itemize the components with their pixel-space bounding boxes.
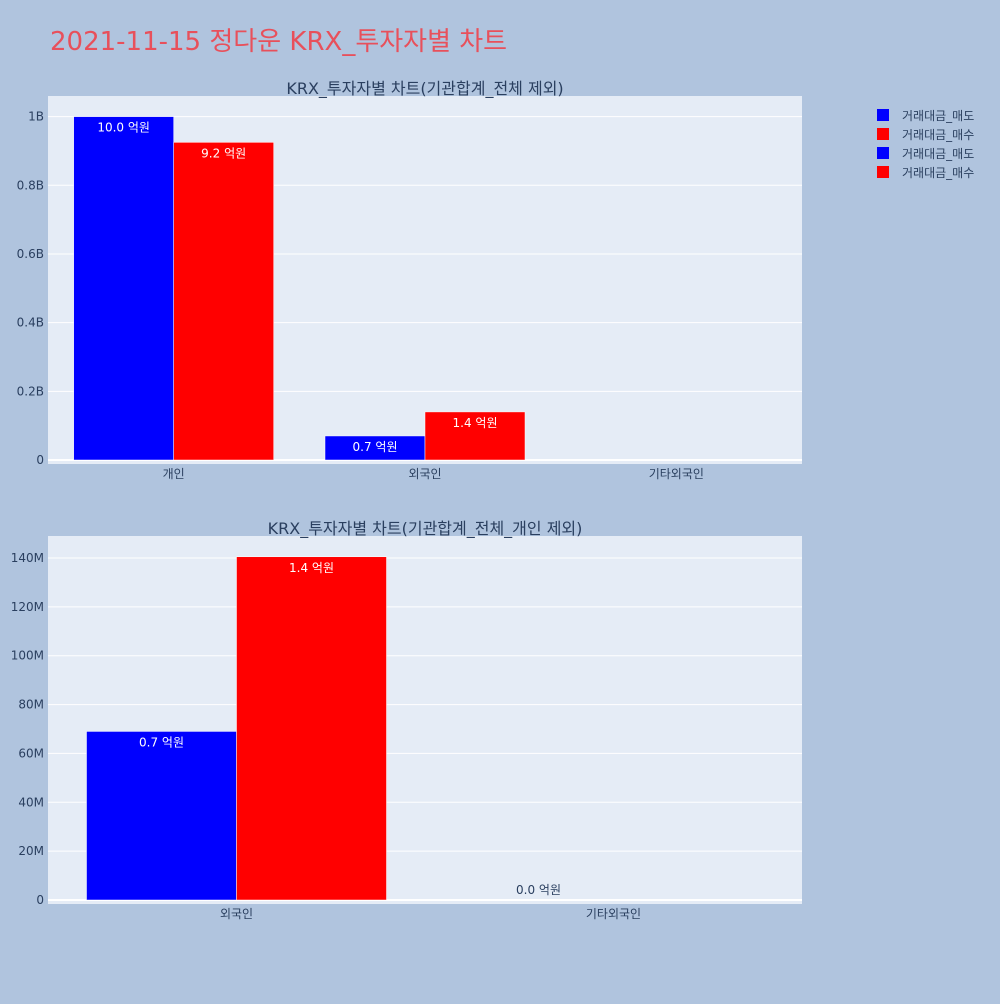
- y-tick-label: 0.4B: [17, 316, 44, 330]
- y-tick-label: 0.8B: [17, 178, 44, 192]
- data-label: 9.2 억원: [201, 146, 246, 160]
- y-tick-label: 60M: [18, 746, 44, 760]
- y-tick-label: 120M: [11, 600, 44, 614]
- bar-buy: [173, 142, 274, 461]
- y-tick-label: 0.2B: [17, 384, 44, 398]
- data-label: 0.0 억원: [516, 883, 561, 897]
- legend-label: 거래대금_매도: [902, 147, 974, 161]
- y-tick-label: 0: [36, 893, 44, 907]
- legend-label: 거래대금_매수: [902, 166, 974, 180]
- y-tick-label: 0.6B: [17, 247, 44, 261]
- legend-swatch: [877, 166, 889, 178]
- y-tick-label: 140M: [11, 551, 44, 565]
- bar-sell: [86, 731, 237, 901]
- y-tick-label: 20M: [18, 844, 44, 858]
- x-tick-label: 개인: [163, 467, 185, 481]
- legend-swatch: [877, 147, 889, 159]
- y-tick-label: 100M: [11, 649, 44, 663]
- bar-buy: [424, 411, 526, 461]
- y-tick-label: 0: [36, 453, 44, 467]
- legend-swatch: [877, 109, 889, 121]
- chart-title: KRX_투자자별 차트(기관합계_전체 제외): [286, 79, 563, 99]
- data-label: 1.4 억원: [453, 416, 498, 430]
- chart-bottom: KRX_투자자별 차트(기관합계_전체_개인 제외) 0 20M 40M 60M 80M 1…: [11, 519, 802, 921]
- legend-label: 거래대금_매수: [902, 128, 974, 142]
- data-label: 0.7 억원: [139, 735, 184, 749]
- data-label: 1.4 억원: [289, 561, 334, 575]
- data-label: 10.0 억원: [97, 121, 150, 135]
- legend-swatch: [877, 128, 889, 140]
- page-title: 2021-11-15 정다운 KRX_투자자별 차트: [50, 27, 507, 57]
- chart-top: KRX_투자자별 차트(기관합계_전체 제외) 0 0.2B 0.4B 0.6B 0.8B…: [17, 79, 802, 481]
- data-label: 0.7 억원: [353, 440, 398, 454]
- y-tick-label: 1B: [28, 110, 44, 124]
- x-tick-label: 외국인: [220, 907, 253, 921]
- y-tick-label: 40M: [18, 795, 44, 809]
- legend-label: 거래대금_매도: [902, 109, 974, 123]
- bar-sell: [73, 116, 174, 461]
- x-tick-label: 기타외국인: [586, 907, 641, 921]
- x-tick-label: 외국인: [408, 467, 441, 481]
- x-tick-label: 기타외국인: [649, 467, 704, 481]
- y-tick-label: 80M: [18, 698, 44, 712]
- chart-title: KRX_투자자별 차트(기관합계_전체_개인 제외): [268, 519, 583, 539]
- bar-buy: [236, 556, 387, 901]
